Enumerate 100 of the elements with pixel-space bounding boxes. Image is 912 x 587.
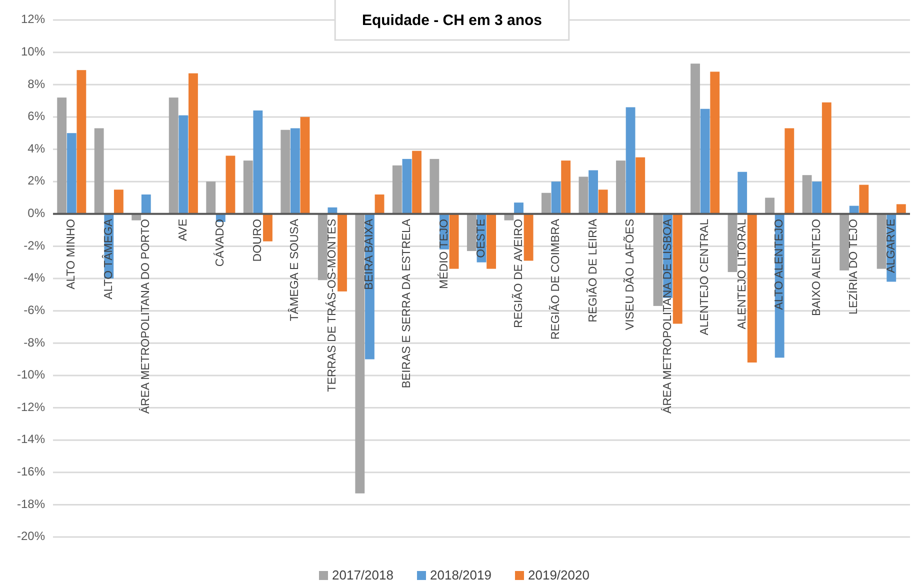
y-tick-label: -20% [16, 529, 46, 544]
y-tick-label: 10% [20, 44, 46, 58]
x-tick-label: ALTO MINHO [66, 218, 78, 290]
y-tick-label: 12% [20, 12, 46, 26]
y-tick-label: 4% [28, 141, 46, 156]
bar [616, 160, 626, 214]
bar [206, 182, 216, 214]
x-tick-label: VISEU DÃO LAFÕES [622, 218, 637, 330]
bar [66, 133, 76, 214]
bar [840, 214, 850, 270]
bar [94, 128, 104, 214]
bar [226, 156, 236, 214]
x-tick-label: ALGARVE [885, 218, 898, 273]
bar [551, 182, 561, 214]
legend-label: 2017/2018 [332, 567, 394, 582]
bar [253, 110, 263, 214]
bar [141, 194, 151, 214]
y-tick-label: -12% [16, 400, 46, 414]
bar [280, 130, 290, 214]
y-tick-label: -4% [24, 270, 46, 285]
bar [300, 116, 310, 214]
x-tick-label: REGIÃO DE AVEIRO [510, 218, 525, 328]
bar [430, 158, 440, 214]
y-tick-label: -18% [16, 496, 46, 511]
bar [710, 72, 720, 214]
bar [784, 128, 794, 214]
x-tick-label: ALENTEJO LITORAL [736, 218, 748, 330]
y-tick-label: 0% [28, 206, 46, 220]
x-tick-label: ALENTEJO CENTRAL [699, 218, 712, 336]
x-tick-label: MÉDIO TEJO [437, 218, 450, 289]
bar [412, 150, 422, 214]
bar [672, 214, 682, 324]
x-tick-label: ÁREA METROPOLITANA DE LISBOA [660, 218, 674, 414]
y-tick-label: -6% [24, 302, 46, 317]
bar [812, 182, 822, 214]
bar [374, 194, 384, 214]
x-tick-label: AVE [177, 218, 190, 242]
bar [243, 160, 253, 214]
bar [514, 202, 524, 214]
bar [449, 214, 459, 269]
bar [859, 184, 869, 214]
bar [168, 98, 178, 214]
bar [355, 214, 365, 494]
x-tick-label: TERRAS DE TRÁS-OS-MONTES [325, 218, 338, 392]
y-tick-label: -14% [16, 432, 46, 446]
y-tick-label: -16% [16, 464, 46, 479]
x-tick-label: TÂMEGA E SOUSA [287, 218, 302, 322]
bar [578, 176, 588, 214]
bar [318, 214, 328, 280]
bar [636, 157, 646, 214]
bar [114, 190, 124, 214]
bar [178, 115, 188, 214]
x-tick-label: DOURO [252, 218, 264, 262]
x-tick-label: CÁVADO [214, 218, 227, 267]
bar [392, 165, 402, 214]
bar [263, 214, 272, 242]
y-tick-label: -2% [24, 238, 46, 252]
bar [561, 160, 571, 214]
y-tick-label: 6% [28, 109, 46, 124]
bar [802, 175, 812, 214]
y-tick-label: 8% [28, 76, 46, 91]
bar [542, 192, 551, 214]
bar [728, 214, 738, 272]
bar [188, 73, 198, 214]
bar [747, 214, 757, 363]
y-tick-label: -10% [16, 368, 46, 382]
x-tick-label: OESTE [476, 218, 488, 258]
x-tick-label: ÁREA METROPOLITANA DO PORTO [139, 218, 152, 414]
x-tick-label: BEIRAS E SERRA DA ESTRELA [401, 218, 414, 388]
bar [402, 158, 412, 214]
bar [57, 98, 67, 214]
bar [700, 108, 710, 214]
y-tick-label: -8% [24, 335, 46, 350]
bar [626, 107, 636, 214]
bar [896, 204, 906, 214]
legend-label: 2019/2020 [528, 567, 590, 582]
bar [765, 198, 774, 214]
bar [466, 214, 476, 252]
y-tick-label: 2% [28, 174, 46, 188]
x-tick-label: BAIXO ALENTEJO [810, 218, 823, 316]
legend-label: 2018/2019 [430, 567, 492, 582]
bar [738, 172, 748, 214]
bar [822, 102, 832, 214]
bar [486, 214, 496, 269]
x-tick-label: ALTO ALENTEJO [774, 218, 786, 310]
bar [290, 128, 300, 214]
bar [690, 64, 700, 214]
bar [598, 190, 608, 214]
x-tick-label: LEZÍRIA DO TEJO [847, 218, 860, 315]
chart-title: Equidade - CH em 3 anos [362, 12, 542, 29]
x-tick-label: REGIÃO DE COIMBRA [548, 218, 562, 340]
bar [524, 214, 534, 261]
bar [588, 170, 598, 214]
bar [876, 214, 886, 269]
bar [76, 70, 86, 214]
bar [338, 214, 347, 292]
x-tick-label: ALTO TÂMEGA [100, 218, 115, 300]
bar [653, 214, 663, 306]
x-tick-label: BEIRA BAIXA [364, 218, 376, 290]
x-tick-label: REGIÃO DE LEIRIA [585, 218, 600, 322]
